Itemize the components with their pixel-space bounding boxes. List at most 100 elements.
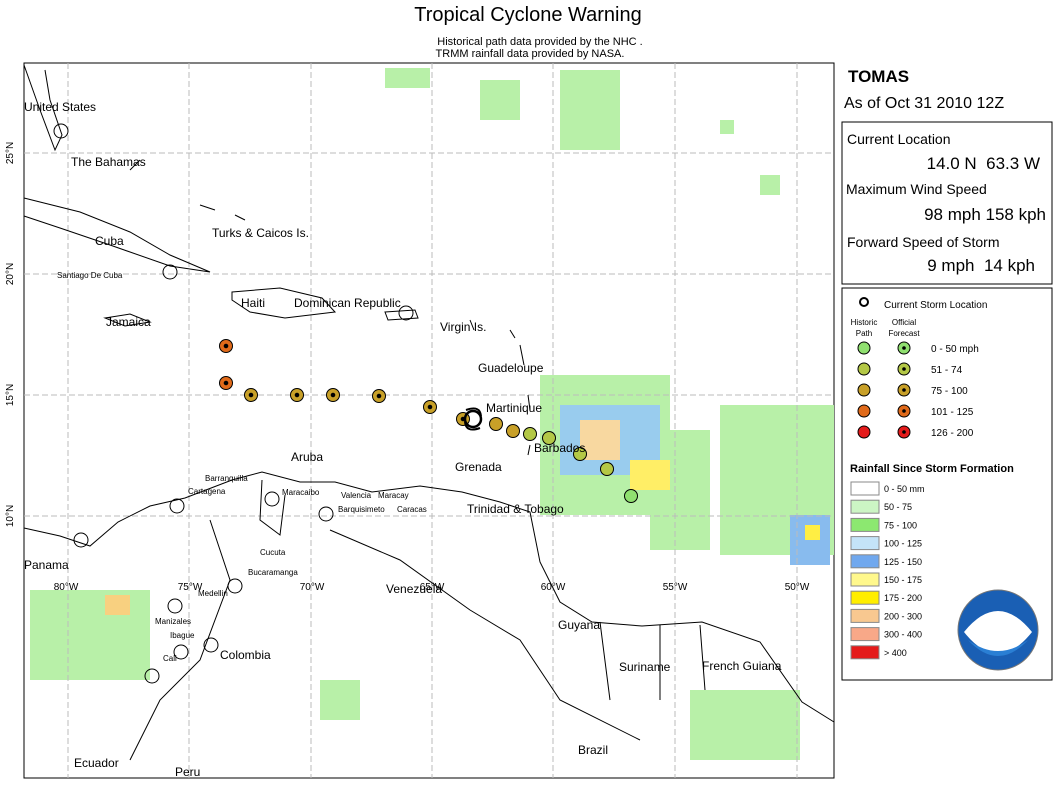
place-label: Suriname xyxy=(619,660,671,674)
legend-label: > 400 xyxy=(884,648,907,658)
place-label: Ecuador xyxy=(74,756,119,770)
legend-label: 200 - 300 xyxy=(884,611,922,621)
place-label: Brazil xyxy=(578,743,608,757)
legend-label: Current Storm Location xyxy=(884,300,987,311)
legend-label: 175 - 200 xyxy=(884,593,922,603)
place-label: Bucaramanga xyxy=(248,568,298,577)
legend-swatch xyxy=(902,367,906,371)
lon-label: 80°W xyxy=(54,582,79,593)
legend-label: 50 - 75 xyxy=(884,502,912,512)
place-label: Guyana xyxy=(558,618,600,632)
place-label: Maracay xyxy=(378,491,409,500)
legend-swatch xyxy=(850,536,880,551)
place-label: Peru xyxy=(175,765,200,779)
credit: TRMM rainfall data provided by NASA. xyxy=(436,48,625,60)
legend-label: 75 - 100 xyxy=(884,520,917,530)
place-label: Cartagena xyxy=(188,487,226,496)
legend-swatch xyxy=(850,499,880,514)
place-label: Guadeloupe xyxy=(478,361,544,375)
legend-swatch xyxy=(857,383,871,397)
legend-label: 300 - 400 xyxy=(884,630,922,640)
place-label: Valencia xyxy=(341,491,372,500)
legend-swatch xyxy=(902,346,906,350)
info-value: 98 mph 158 kph xyxy=(924,205,1046,224)
legend-label: Forecast xyxy=(888,329,920,338)
place-label: Haiti xyxy=(241,296,265,310)
legend-label: 125 - 150 xyxy=(884,557,922,567)
info-panel: TOMAS As of Oct 31 2010 12Z Current Loca… xyxy=(841,67,1053,285)
legend-swatch xyxy=(902,388,906,392)
lat-labels: 25°N 20°N 15°N 10°N xyxy=(5,142,16,527)
place-label: Caracas xyxy=(397,505,427,514)
as-of: As of Oct 31 2010 12Z xyxy=(844,95,1004,112)
place-label: The Bahamas xyxy=(71,155,146,169)
legend-swatch xyxy=(850,590,880,605)
place-label: Colombia xyxy=(220,648,271,662)
lat-label: 20°N xyxy=(5,263,16,285)
legend-title: Rainfall Since Storm Formation xyxy=(850,463,1014,475)
place-label: Trinidad & Tobago xyxy=(467,502,564,516)
legend-label: 126 - 200 xyxy=(931,428,974,439)
legend-label: 0 - 50 mm xyxy=(884,484,925,494)
legend-swatch xyxy=(857,341,871,355)
place-label: Dominican Republic xyxy=(294,296,401,310)
info-value: 14.0 N 63.3 W xyxy=(927,154,1040,173)
place-label: Aruba xyxy=(291,450,323,464)
info-box xyxy=(841,121,1053,285)
place-label: Medellin xyxy=(198,589,228,598)
place-label: Cuba xyxy=(95,234,124,248)
legend-label: 75 - 100 xyxy=(931,386,968,397)
place-label: Panama xyxy=(24,558,69,572)
legend-label: Path xyxy=(856,329,872,338)
lon-label: 65°W xyxy=(420,582,445,593)
legend: Current Storm Location Historic Path Off… xyxy=(841,287,1053,681)
coastlines xyxy=(23,64,835,761)
legend-label: Historic xyxy=(851,318,878,327)
info-label: Forward Speed of Storm xyxy=(847,234,1000,250)
place-label: Barbados xyxy=(534,441,585,455)
legend-label: 0 - 50 mph xyxy=(931,344,979,355)
map-frame xyxy=(23,62,835,779)
place-label: Virgin Is. xyxy=(440,320,486,334)
place-label: Martinique xyxy=(486,401,542,415)
info-label: Maximum Wind Speed xyxy=(846,181,987,197)
rain-legend: 0 - 50 mm 50 - 75 75 - 100 100 - 125 125 - 1… xyxy=(850,481,925,660)
rainfall xyxy=(30,68,834,760)
map: 25°N 20°N 15°N 10°N 80°W 75°W 70°W 65°W … xyxy=(5,62,835,779)
place-label: Grenada xyxy=(455,460,502,474)
place-label: Santiago De Cuba xyxy=(57,271,123,280)
place-label: Jamaica xyxy=(106,315,151,329)
legend-box xyxy=(841,287,1053,681)
legend-swatch xyxy=(850,517,880,532)
place-label: Manizales xyxy=(155,617,191,626)
legend-swatch xyxy=(857,362,871,376)
legend-label: 150 - 175 xyxy=(884,575,922,585)
title: Tropical Cyclone Warning xyxy=(414,4,642,26)
info-value: 9 mph 14 kph xyxy=(927,256,1035,275)
lat-label: 25°N xyxy=(5,142,16,164)
place-label: Cali xyxy=(163,654,177,663)
place-label: Maracaibo xyxy=(282,488,320,497)
legend-swatch xyxy=(850,645,880,660)
legend-swatch xyxy=(850,572,880,587)
track xyxy=(219,339,638,503)
place-label: Ibague xyxy=(170,631,195,640)
lon-label: 60°W xyxy=(541,582,566,593)
noaa-logo xyxy=(957,589,1039,671)
lat-label: 10°N xyxy=(5,505,16,527)
lon-label: 75°W xyxy=(178,582,203,593)
legend-swatch xyxy=(850,627,880,642)
lon-label: 55°W xyxy=(663,582,688,593)
place-label: Cucuta xyxy=(260,548,286,557)
lat-label: 15°N xyxy=(5,384,16,406)
place-label: Barquisimeto xyxy=(338,505,385,514)
legend-label: 51 - 74 xyxy=(931,365,963,376)
place-labels: United States The Bahamas Cuba Turks & C… xyxy=(24,100,782,779)
lon-label: 50°W xyxy=(785,582,810,593)
legend-label: 101 - 125 xyxy=(931,407,974,418)
place-label: French Guiana xyxy=(702,659,782,673)
storm-name: TOMAS xyxy=(848,67,909,86)
place-label: Turks & Caicos Is. xyxy=(212,226,309,240)
wind-legend: 0 - 50 mph 51 - 74 75 - 100 101 - 125 126 - … xyxy=(857,341,979,439)
